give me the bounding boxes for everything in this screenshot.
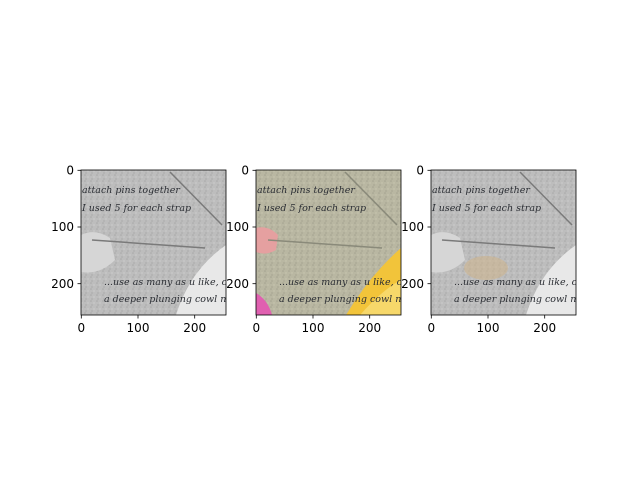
y-tick-label: 0 bbox=[66, 164, 74, 178]
x-axis-ticks: 0 100 200 bbox=[252, 315, 381, 335]
x-tick-label: 0 bbox=[427, 321, 435, 335]
x-tick-label: 0 bbox=[77, 321, 85, 335]
x-tick-label: 0 bbox=[252, 321, 260, 335]
y-axis-ticks: 0 100 200 bbox=[226, 164, 256, 291]
text-line-1: attach pins together bbox=[257, 185, 356, 196]
panel-grayscale: attach pins together I used 5 for each s… bbox=[51, 164, 249, 335]
highlight-region bbox=[464, 256, 508, 280]
x-tick-label: 100 bbox=[477, 321, 500, 335]
y-tick-label: 0 bbox=[241, 164, 249, 178]
x-tick-label: 200 bbox=[358, 321, 381, 335]
text-line-3: ...use as many as u like, crea bbox=[454, 277, 593, 288]
y-axis-ticks: 0 100 200 bbox=[51, 164, 81, 291]
x-tick-label: 200 bbox=[533, 321, 556, 335]
y-tick-label: 200 bbox=[226, 277, 249, 291]
text-line-2: I used 5 for each strap bbox=[431, 203, 541, 214]
text-line-4: a deeper plunging cowl neckli bbox=[279, 294, 424, 305]
text-line-2: I used 5 for each strap bbox=[81, 203, 191, 214]
image-grayscale-highlight: attach pins together I used 5 for each s… bbox=[431, 170, 599, 315]
text-line-4: a deeper plunging cowl neckli bbox=[104, 294, 249, 305]
x-axis-ticks: 0 100 200 bbox=[77, 315, 206, 335]
image-color: attach pins together I used 5 for each s… bbox=[256, 170, 424, 315]
x-tick-label: 100 bbox=[302, 321, 325, 335]
image-grayscale: attach pins together I used 5 for each s… bbox=[81, 170, 249, 315]
panel-color: attach pins together I used 5 for each s… bbox=[226, 164, 424, 335]
x-axis-ticks: 0 100 200 bbox=[427, 315, 556, 335]
y-tick-label: 100 bbox=[226, 220, 249, 234]
x-tick-label: 100 bbox=[127, 321, 150, 335]
x-tick-label: 200 bbox=[183, 321, 206, 335]
text-line-2: I used 5 for each strap bbox=[256, 203, 366, 214]
y-tick-label: 200 bbox=[51, 277, 74, 291]
text-line-1: attach pins together bbox=[432, 185, 531, 196]
y-tick-label: 0 bbox=[416, 164, 424, 178]
y-tick-label: 100 bbox=[51, 220, 74, 234]
text-line-3: ...use as many as u like, crea bbox=[279, 277, 418, 288]
y-tick-label: 100 bbox=[401, 220, 424, 234]
text-line-3: ...use as many as u like, crea bbox=[104, 277, 243, 288]
text-line-1: attach pins together bbox=[82, 185, 181, 196]
y-axis-ticks: 0 100 200 bbox=[401, 164, 431, 291]
y-tick-label: 200 bbox=[401, 277, 424, 291]
text-line-4: a deeper plunging cowl neckli bbox=[454, 294, 599, 305]
panel-grayscale-highlight: attach pins together I used 5 for each s… bbox=[401, 164, 599, 335]
